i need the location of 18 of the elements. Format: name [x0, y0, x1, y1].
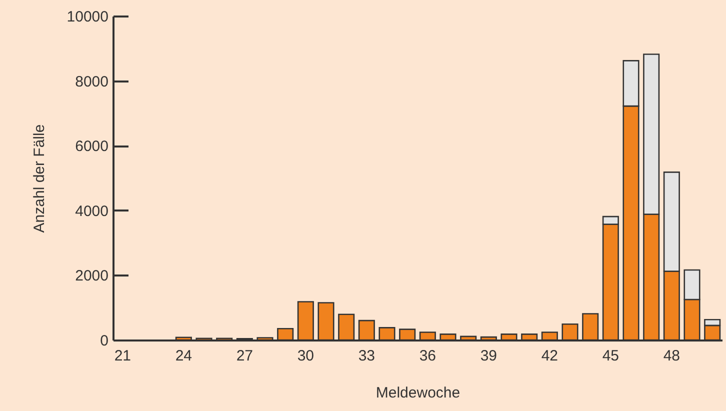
y-axis-title: Anzahl der Fälle — [30, 124, 48, 233]
x-tick-label: 45 — [602, 348, 620, 364]
y-tick-label: 10000 — [66, 8, 108, 26]
x-axis-title: Meldewoche — [376, 384, 460, 402]
x-tick-label: 24 — [175, 348, 192, 364]
x-tick-label: 39 — [480, 348, 498, 364]
y-tick-label: 2000 — [75, 268, 108, 285]
x-tick-label: 36 — [419, 348, 436, 364]
x-tick-label: 33 — [358, 348, 376, 364]
x-tick-label: 42 — [541, 348, 558, 364]
x-tick-label: 30 — [297, 348, 314, 364]
x-tick-label: 48 — [663, 348, 680, 364]
y-tick-label: 8000 — [75, 73, 108, 90]
y-tick-label: 0 — [100, 332, 108, 350]
x-tick-label: 27 — [236, 348, 254, 364]
x-tick-label: 21 — [114, 348, 131, 364]
y-tick-label: 4000 — [75, 202, 108, 220]
y-tick-label: 6000 — [75, 138, 108, 156]
